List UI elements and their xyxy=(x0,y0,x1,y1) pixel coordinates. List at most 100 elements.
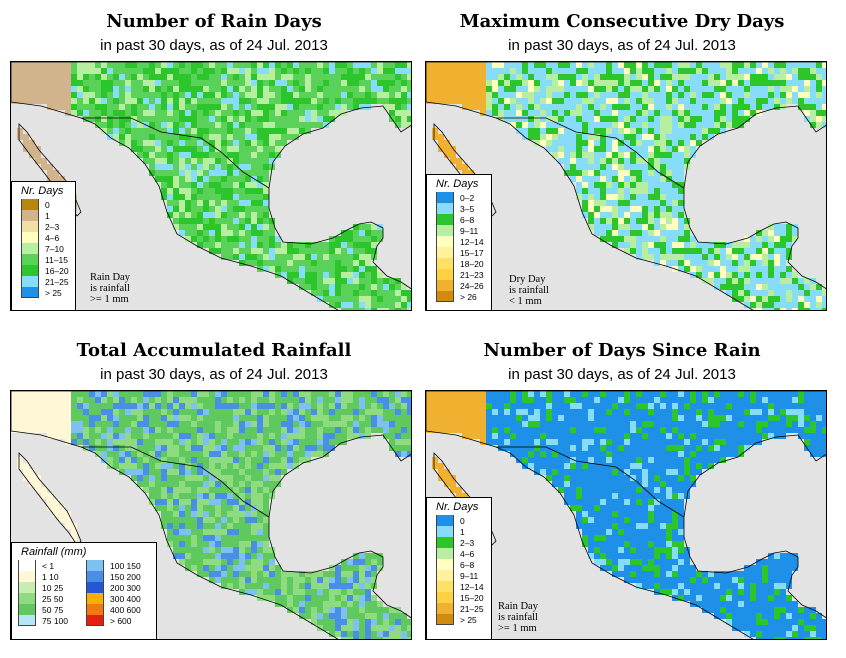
legend-entry: 11–15 xyxy=(12,254,75,265)
legend-entry: > 25 xyxy=(12,287,75,298)
legend-label: 21–25 xyxy=(460,604,484,614)
legend-title: Nr. Days xyxy=(436,178,479,190)
legend-label: 7–10 xyxy=(45,244,64,254)
legend-swatch xyxy=(436,258,454,269)
legend-swatch xyxy=(21,254,39,265)
legend-entry: 9–11 xyxy=(427,570,491,581)
legend-swatch xyxy=(21,276,39,287)
panel-subtitle-days-since-rain: in past 30 days, as of 24 Jul. 2013 xyxy=(508,366,736,383)
legend-swatch xyxy=(436,570,454,581)
legend-swatch xyxy=(436,192,454,203)
legend-label: > 600 xyxy=(110,616,132,626)
legend-label: 21–25 xyxy=(45,277,69,287)
legend-entry: 7–10 xyxy=(12,243,75,254)
panel-title-days-since-rain: Number of Days Since Rain xyxy=(483,340,761,361)
map-grid xyxy=(426,391,826,639)
legend-label: 75 100 xyxy=(42,616,68,626)
legend-label: > 25 xyxy=(460,615,477,625)
legend-entry: 2–3 xyxy=(427,537,491,548)
legend-entry: 1 xyxy=(12,210,75,221)
legend-label: > 25 xyxy=(45,288,62,298)
legend-title: Nr. Days xyxy=(21,185,64,197)
legend-label: 400 600 xyxy=(110,605,141,615)
legend-swatch xyxy=(436,291,454,302)
legend-swatch xyxy=(436,559,454,570)
legend-label: 200 300 xyxy=(110,583,141,593)
legend-entry: 6–8 xyxy=(427,559,491,570)
map-data-cells xyxy=(71,62,411,310)
legend-swatch xyxy=(86,604,104,615)
legend-label: 1 xyxy=(460,527,465,537)
legend-swatch xyxy=(436,614,454,625)
legend-label: 4–6 xyxy=(45,233,60,243)
map-data-cells xyxy=(71,391,411,639)
legend-label: 150 200 xyxy=(110,572,141,582)
map-data-cells xyxy=(11,391,77,541)
legend-swatch xyxy=(436,603,454,614)
legend-label: 10 25 xyxy=(42,583,64,593)
legend-swatch xyxy=(21,243,39,254)
legend-label: 6–8 xyxy=(460,560,475,570)
map-data-cells xyxy=(486,62,826,310)
legend-entry: 18–20 xyxy=(427,258,491,269)
legend-swatch xyxy=(21,232,39,243)
legend-entry: 4–6 xyxy=(427,548,491,559)
legend-label: 16–20 xyxy=(45,266,69,276)
legend-swatch xyxy=(436,225,454,236)
legend-label: 3–5 xyxy=(460,204,475,214)
legend-swatch xyxy=(21,221,39,232)
legend-entry: 9–11 xyxy=(427,225,491,236)
legend-entry: > 25 xyxy=(427,614,491,625)
legend-swatch xyxy=(21,287,39,298)
legend-entry: 3–5 xyxy=(427,203,491,214)
legend-dry-days: Nr. Days 0–2 3–5 6–8 9–11 12–14 15–17 18–20 21–… xyxy=(426,174,492,310)
legend-label: 0 xyxy=(460,516,465,526)
legend-swatch xyxy=(18,571,36,582)
legend-swatch xyxy=(86,560,104,571)
panel-subtitle-dry-days: in past 30 days, as of 24 Jul. 2013 xyxy=(508,37,736,54)
legend-label: 15–20 xyxy=(460,593,484,603)
legend-label: 300 400 xyxy=(110,594,141,604)
legend-entry: 21–23 xyxy=(427,269,491,280)
legend-note: Rain Day is rainfall >= 1 mm xyxy=(498,601,538,634)
legend-rain-days: Nr. Days 0 1 2–3 4–6 7–10 11–15 16–20 21–25 > 25 xyxy=(11,181,76,310)
map-data-cells xyxy=(71,62,411,310)
legend-swatch xyxy=(436,214,454,225)
legend-entry: 21–25 xyxy=(12,276,75,287)
legend-entry: 21–25 xyxy=(427,603,491,614)
map-data-cells xyxy=(426,391,492,541)
legend-label: 11–15 xyxy=(45,255,69,265)
map-rain-days: Nr. Days 0 1 2–3 4–6 7–10 11–15 16–20 21–25 > 25… xyxy=(10,61,412,311)
legend-note: Dry Day is rainfall < 1 mm xyxy=(509,274,549,307)
map-grid xyxy=(11,62,411,310)
coastline-border xyxy=(426,391,826,639)
legend-label: 12–14 xyxy=(460,237,484,247)
legend-swatch xyxy=(436,247,454,258)
legend-entry: 15–17 xyxy=(427,247,491,258)
legend-swatch xyxy=(86,571,104,582)
legend-swatch xyxy=(436,581,454,592)
map-data-cells xyxy=(71,391,407,639)
panel-subtitle-rain-days: in past 30 days, as of 24 Jul. 2013 xyxy=(100,37,328,54)
map-data-cells xyxy=(486,391,826,639)
legend-label: 24–26 xyxy=(460,281,484,291)
legend-label: < 1 xyxy=(42,561,55,571)
legend-label: 21–23 xyxy=(460,270,484,280)
legend-label: 0 xyxy=(45,200,50,210)
legend-label: 2–3 xyxy=(460,538,475,548)
legend-swatch xyxy=(436,526,454,537)
legend-entry: 4–6 xyxy=(12,232,75,243)
map-data-cells xyxy=(426,62,492,212)
legend-swatch xyxy=(18,582,36,593)
legend-swatch xyxy=(436,548,454,559)
legend-swatch xyxy=(86,615,104,626)
legend-label: 18–20 xyxy=(460,259,484,269)
legend-swatch xyxy=(18,604,36,615)
panel-title-rain-days: Number of Rain Days xyxy=(106,11,322,32)
map-grid xyxy=(426,62,826,310)
legend-label: 50 75 xyxy=(42,605,64,615)
legend-entry: 24–26 xyxy=(427,280,491,291)
legend-entry: 12–14 xyxy=(427,236,491,247)
